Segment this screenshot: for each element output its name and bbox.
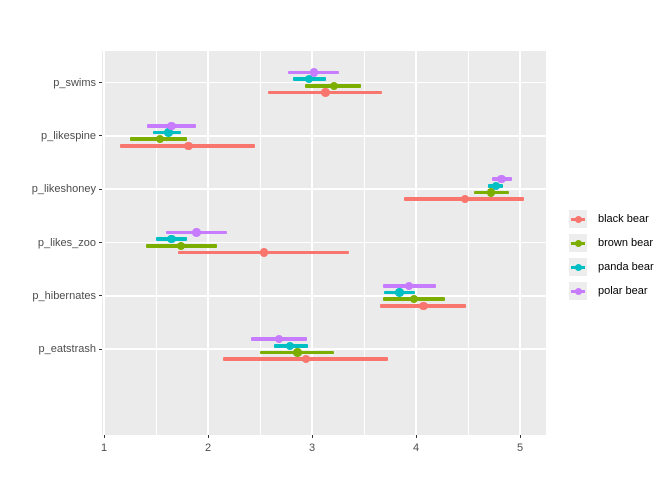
point-estimate-black-bear-p_likespine [184,141,193,151]
gridline-major-x-1 [103,50,105,435]
point-estimate-polar-bear-p_likespine [167,121,176,131]
y-tick-label-p_likeshoney: p_likeshoney [31,183,96,196]
gridline-major-x-5 [519,50,521,435]
point-estimate-polar-bear-p_likeshoney [497,174,506,184]
point-estimate-polar-bear-p_hibernates [404,281,413,291]
legend-key-icon-panda-bear [569,258,587,276]
gridline-y-p_swims [101,81,546,84]
gridline-y-p_hibernates [101,295,546,297]
point-estimate-brown-bear-p_eatstrash [293,348,302,357]
y-tick-p_swims [98,82,102,83]
y-tick-label-p_swims: p_swims [53,76,96,89]
gridline-y-p_likespine [101,135,546,137]
y-tick-label-p_hibernates: p_hibernates [32,289,96,302]
legend-entry-panda-bear: panda bear [569,258,654,276]
x-tick-1 [103,434,105,438]
legend-label-black-bear: black bear [598,213,649,225]
point-estimate-black-bear-p_eatstrash [301,354,311,364]
gridline-minor-x-3.5 [363,50,365,435]
legend-label-brown-bear: brown bear [598,237,654,249]
point-estimate-panda-bear-p_likespine [164,128,173,137]
point-estimate-polar-bear-p_likes_zoo [192,228,201,237]
point-estimate-polar-bear-p_eatstrash [274,334,284,344]
point-estimate-panda-bear-p_hibernates [395,288,404,297]
gridline-minor-x-2.5 [259,50,261,435]
x-tick-label-4: 4 [412,441,420,454]
legend-key-dot-icon [574,263,582,271]
legend-key-icon-brown-bear [569,234,587,252]
y-tick-p_likeshoney [98,188,102,190]
point-estimate-polar-bear-p_swims [309,68,319,77]
y-tick-label-p_eatstrash: p_eatstrash [38,343,96,356]
legend: black bear brown bear panda bear polar bear [569,210,654,306]
point-estimate-brown-bear-p_likes_zoo [176,241,186,251]
x-tick-label-3: 3 [308,441,316,454]
y-tick-p_hibernates [98,295,102,297]
x-tick-5 [519,434,521,438]
y-tick-label-p_likespine: p_likespine [40,129,96,142]
gridline-y-p_likes_zoo [101,241,546,244]
legend-key-dot-icon [574,215,582,223]
point-estimate-panda-bear-p_likeshoney [491,181,501,191]
plot-panel [101,50,546,435]
gridline-y-p_eatstrash [101,348,546,350]
point-estimate-black-bear-p_likeshoney [460,194,470,204]
legend-key-icon-polar-bear [569,282,587,300]
point-estimate-black-bear-p_likes_zoo [259,248,269,257]
point-estimate-brown-bear-p_likespine [155,134,165,144]
legend-entry-brown-bear: brown bear [569,234,654,252]
y-tick-label-p_likes_zoo: p_likes_zoo [37,236,96,249]
point-estimate-black-bear-p_swims [321,88,330,97]
y-tick-p_likespine [98,135,102,137]
gridline-major-x-2 [207,50,209,435]
x-tick-2 [207,434,209,438]
legend-label-polar-bear: polar bear [598,285,648,297]
point-estimate-panda-bear-p_eatstrash [285,341,295,351]
gridline-minor-x-4.5 [467,50,469,435]
x-tick-4 [415,434,417,438]
point-estimate-panda-bear-p_likes_zoo [167,234,176,244]
point-estimate-brown-bear-p_likeshoney [486,188,496,197]
legend-key-dot-icon [574,287,582,295]
x-tick-label-1: 1 [101,441,108,454]
gridline-major-x-4 [415,50,417,435]
y-tick-p_likes_zoo [98,242,102,243]
gridline-minor-x-1.5 [155,50,157,435]
y-tick-p_eatstrash [98,348,102,350]
legend-key-icon-black-bear [569,210,587,228]
point-estimate-black-bear-p_hibernates [419,301,428,311]
x-tick-label-5: 5 [516,441,524,454]
point-estimate-panda-bear-p_swims [304,74,314,84]
x-tick-label-2: 2 [205,441,212,454]
point-estimate-brown-bear-p_hibernates [409,294,419,304]
gridline-major-x-3 [311,50,313,435]
legend-entry-polar-bear: polar bear [569,282,654,300]
x-tick-3 [311,434,313,438]
point-estimate-brown-bear-p_swims [329,81,339,91]
legend-key-dot-icon [574,239,582,247]
gridline-y-p_likeshoney [101,188,546,190]
legend-label-panda-bear: panda bear [598,261,654,273]
legend-entry-black-bear: black bear [569,210,654,228]
